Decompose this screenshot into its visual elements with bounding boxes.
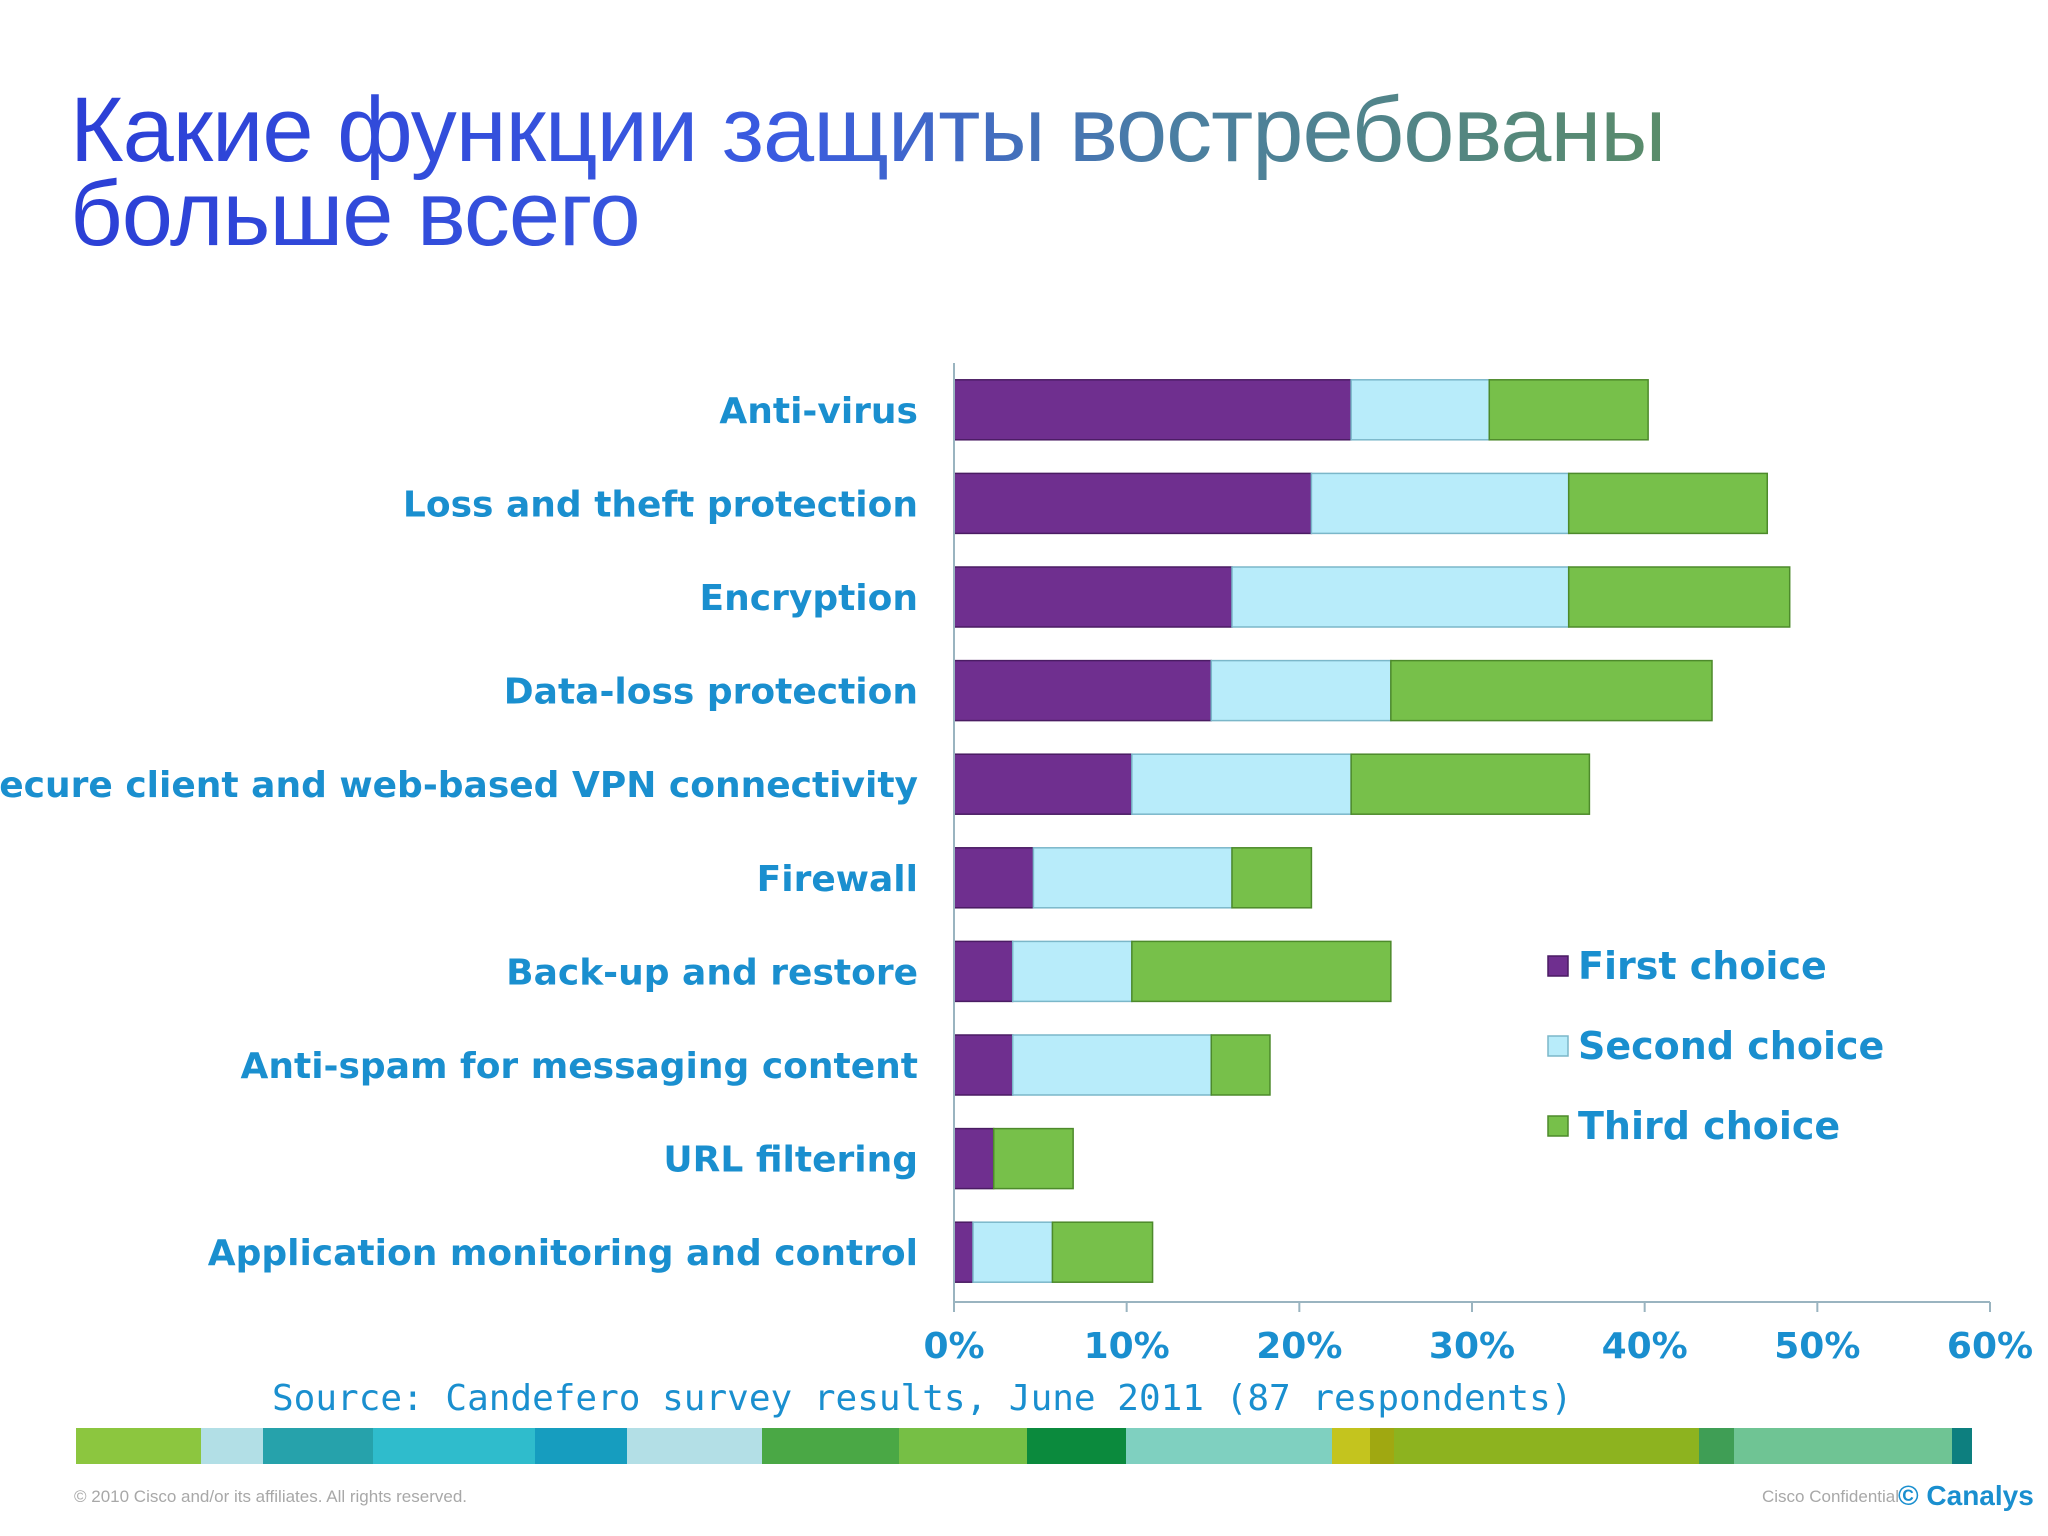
color-strip-segment: [201, 1428, 263, 1464]
bar-segment: [1231, 566, 1570, 628]
bar-segment: [1051, 1221, 1154, 1283]
bar-segment: [953, 1127, 995, 1190]
category-label: Data-loss protection: [504, 672, 918, 713]
category-label: Firewall: [757, 859, 918, 900]
bar-segment: [953, 1034, 1014, 1096]
bar-segment: [953, 379, 1352, 441]
bar-segment: [953, 659, 1213, 722]
legend-label: First choice: [1578, 944, 1827, 988]
bar-segment: [1131, 940, 1392, 1003]
bar-segment: [1032, 847, 1233, 909]
bar-segment: [1131, 753, 1352, 815]
color-strip-segment: [899, 1428, 1027, 1464]
decorative-color-strip: [76, 1428, 1972, 1464]
legend-label: Third choice: [1578, 1104, 1840, 1148]
bar-segment: [953, 847, 1035, 909]
color-strip-segment: [1027, 1428, 1126, 1464]
bar-segment: [1350, 753, 1591, 815]
color-strip-segment: [1393, 1428, 1699, 1464]
x-axis: 0% 10% 20% 30% 40% 50% 60%: [923, 363, 2033, 1367]
category-labels: Anti-virus Loss and theft protection Encry…: [0, 391, 918, 1274]
color-strip-segment: [1332, 1428, 1370, 1464]
copyright-text: © 2010 Cisco and/or its affiliates. All …: [74, 1487, 468, 1506]
category-label: Encryption: [700, 578, 918, 619]
color-strip-segment: [1126, 1428, 1332, 1464]
bar-segment: [1567, 472, 1769, 535]
color-strip-segment: [1733, 1428, 1952, 1464]
bar-segment: [1310, 472, 1570, 535]
bar-segment: [953, 940, 1014, 1003]
color-strip-segment: [263, 1428, 373, 1464]
color-strip-segment: [373, 1428, 535, 1464]
x-tick-label: 10%: [1084, 1326, 1170, 1367]
category-label: Application monitoring and control: [208, 1233, 918, 1274]
legend-swatch: [1547, 1115, 1569, 1137]
bar-segment: [1567, 566, 1791, 628]
canalys-logo-text: © Canalys: [1898, 1480, 2034, 1511]
bar-segment: [953, 472, 1313, 535]
x-tick-label: 30%: [1429, 1326, 1515, 1367]
legend-swatch: [1547, 1035, 1569, 1057]
bar-segment: [972, 1221, 1054, 1283]
color-strip-segment: [1369, 1428, 1394, 1464]
legend: First choice Second choice Third choice: [1547, 944, 1884, 1148]
bar-segment: [992, 1127, 1074, 1190]
category-label: Anti-spam for messaging content: [241, 1046, 918, 1087]
category-label: URL filtering: [663, 1140, 918, 1181]
bar-segment: [953, 753, 1133, 815]
bar-segment: [1011, 1034, 1213, 1096]
color-strip-segment: [1951, 1428, 1972, 1464]
confidential-label: Cisco Confidential: [1762, 1487, 1900, 1506]
color-strip-segment: [535, 1428, 627, 1464]
bar-segment: [1210, 1034, 1271, 1096]
color-strip-segment: [762, 1428, 899, 1464]
color-strip-segment: [1698, 1428, 1734, 1464]
bar-segment: [953, 1221, 974, 1283]
bar-segment: [1210, 659, 1392, 722]
x-tick-label: 50%: [1774, 1326, 1860, 1367]
x-tick-label: 0%: [923, 1326, 984, 1367]
category-label: Back-up and restore: [506, 952, 918, 993]
color-strip-segment: [627, 1428, 762, 1464]
category-label: Secure client and web-based VPN connecti…: [0, 765, 918, 806]
legend-swatch: [1547, 955, 1569, 977]
x-tick-label: 60%: [1947, 1326, 2033, 1367]
source-note: Source: Candefero survey results, June 2…: [272, 1378, 1573, 1419]
x-tick-label: 40%: [1602, 1326, 1688, 1367]
bar-segment: [1231, 847, 1313, 909]
bar-segment: [953, 566, 1233, 628]
bar-segment: [1011, 940, 1133, 1003]
bars: [953, 379, 1791, 1283]
bar-segment: [1488, 379, 1649, 441]
stacked-bar-chart: Anti-virus Loss and theft protection Encry…: [0, 363, 2033, 1367]
category-label: Loss and theft protection: [403, 484, 918, 525]
category-label: Anti-virus: [719, 391, 918, 432]
bar-segment: [1350, 379, 1491, 441]
color-strip-segment: [76, 1428, 201, 1464]
legend-label: Second choice: [1578, 1024, 1884, 1068]
x-tick-label: 20%: [1256, 1326, 1342, 1367]
bar-segment: [1390, 659, 1713, 722]
